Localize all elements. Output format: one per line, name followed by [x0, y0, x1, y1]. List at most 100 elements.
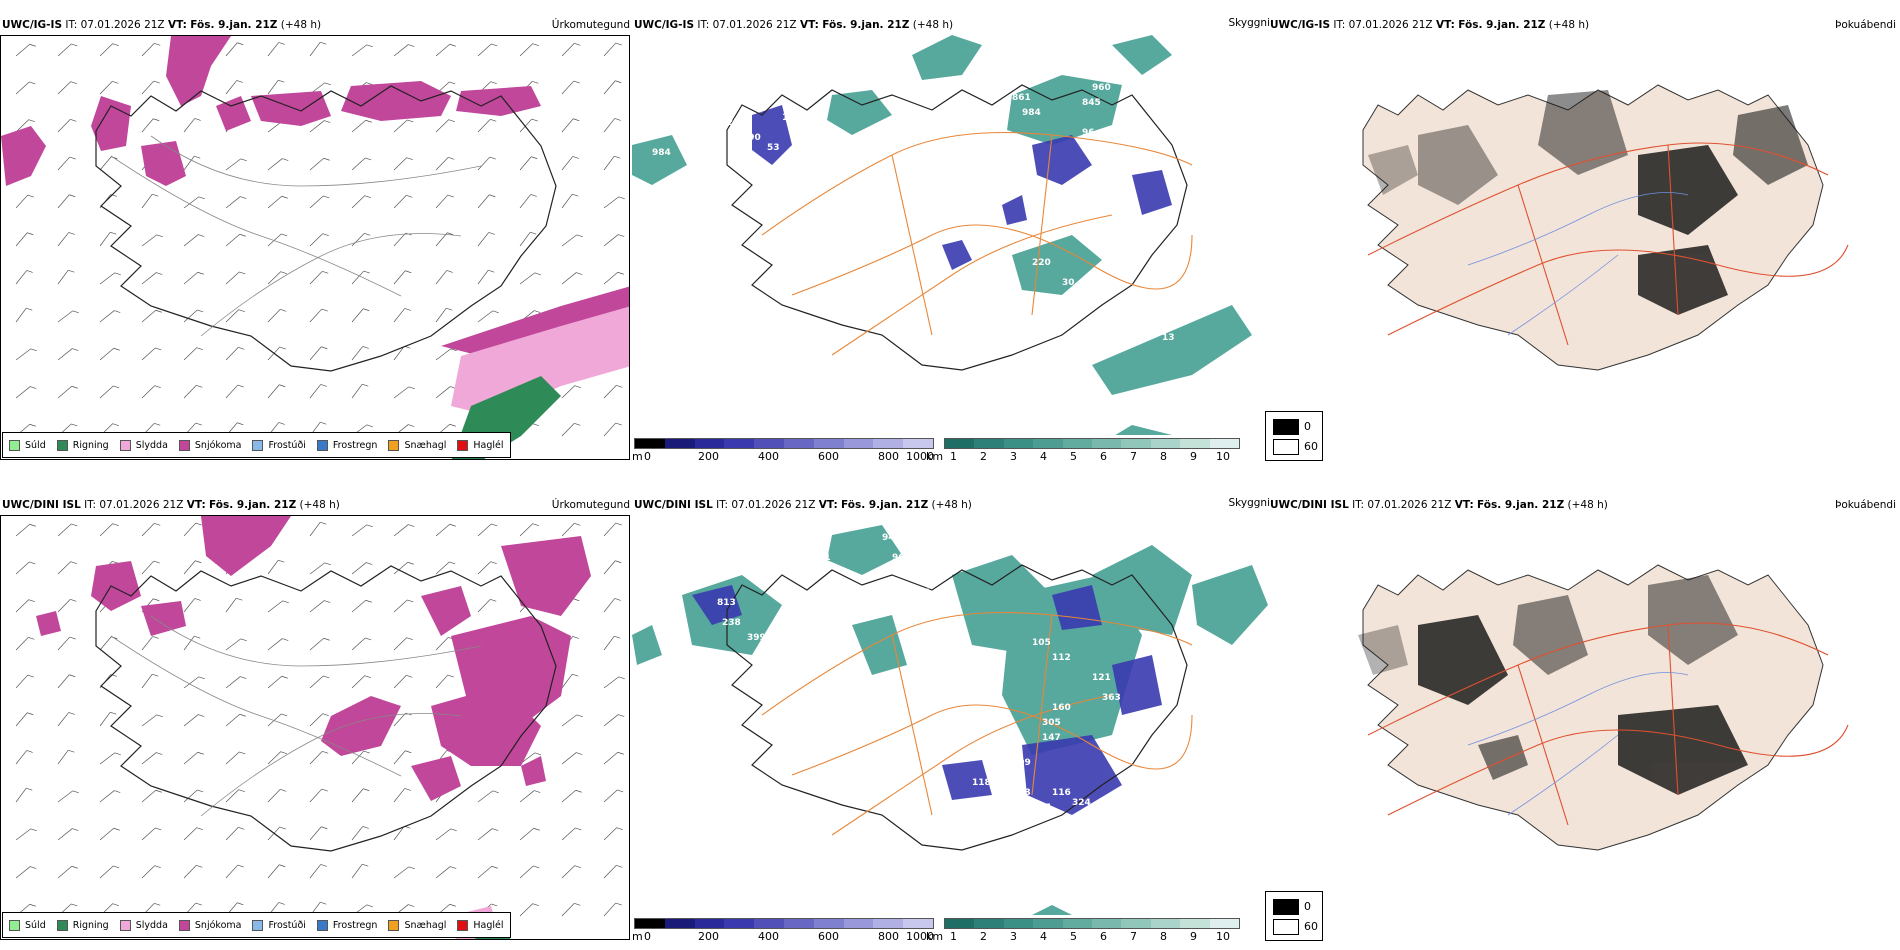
model-name: UWC/DINI ISL [634, 499, 713, 511]
wind-barb [435, 43, 456, 57]
wind-barb [15, 307, 33, 323]
wind-barb [477, 194, 496, 209]
rivers [1467, 192, 1689, 336]
wind-barb [561, 903, 581, 917]
wind-barb [57, 865, 78, 879]
wind-barb [393, 524, 415, 537]
wind-barb [183, 309, 204, 323]
lead-time: (+48 h) [299, 499, 340, 511]
wind-barb [57, 712, 75, 727]
panel-header: UWC/IG-IS IT: 07.01.2026 21Z VT: Fös. 9.… [2, 19, 321, 31]
panel-header: UWC/IG-IS IT: 07.01.2026 21Z VT: Fös. 9.… [1270, 19, 1589, 31]
precip-map: Súld Rigning Slydda Snjókoma Frostúði Fr… [0, 35, 630, 460]
tick: 6 [1100, 930, 1107, 943]
legend-label: Frostúði [268, 919, 306, 931]
wind-barb [603, 118, 621, 133]
roads [110, 615, 482, 817]
fog-map-svg [1362, 84, 1849, 371]
map-value-label: 96 [1082, 128, 1095, 138]
it-value: 07.01.2026 21Z [1348, 19, 1433, 31]
tick: 3 [1010, 450, 1017, 463]
wind-barb [57, 232, 75, 247]
legend-swatch [56, 919, 68, 931]
wind-barb [603, 385, 623, 399]
wind-barb [477, 561, 497, 575]
panel-title: Skyggni [1228, 17, 1271, 29]
legend-item-hail: Haglél [457, 439, 504, 451]
map-value-label: 105 [1032, 638, 1051, 648]
it-label: IT: [1352, 499, 1365, 511]
map-value-label: 223 [757, 93, 776, 103]
iceland-coastline [95, 565, 557, 852]
wind-barb [15, 43, 36, 57]
legend-swatch [252, 919, 264, 931]
wind-barb [519, 523, 539, 537]
precip-map: Súld Rigning Slydda Snjókoma Frostúði Fr… [0, 515, 630, 940]
legend-label: Slydda [135, 439, 168, 451]
wind-barb [603, 865, 623, 879]
wind-barb [267, 826, 286, 841]
wind-barb [561, 193, 579, 209]
wind-barb [603, 522, 622, 537]
wind-barb [15, 81, 36, 95]
roads [761, 611, 1193, 836]
map-value-label: 861 [1012, 93, 1031, 103]
wind-barb [183, 522, 202, 537]
wind-barb [393, 157, 413, 171]
model-name: UWC/IG-IS [1270, 19, 1331, 31]
wind-barb [393, 866, 415, 879]
wind-barb [309, 271, 329, 285]
it-value: 07.01.2026 21Z [731, 499, 816, 511]
wind-barb [15, 599, 35, 613]
wind-barb [435, 119, 455, 133]
low-vis-areas [632, 35, 1252, 435]
map-value-label: 53 [767, 143, 780, 153]
wind-barb [561, 43, 581, 57]
wind-barb [309, 713, 329, 727]
wind-barb [267, 79, 285, 95]
wind-barb [309, 562, 331, 575]
wind-barb [561, 865, 581, 879]
wind-barb [141, 560, 160, 575]
wind-barb [15, 637, 35, 651]
wind-barb [267, 384, 286, 399]
wind-barb [561, 156, 579, 171]
model-name: UWC/IG-IS [634, 19, 695, 31]
wind-barb [603, 676, 625, 689]
tick: 800 [878, 450, 899, 463]
vt-value: Fös. 9.jan. 21Z [1458, 19, 1546, 31]
wind-barb [435, 194, 454, 209]
tick: 10 [1216, 930, 1230, 943]
roads [1367, 142, 1849, 346]
map-value-label: 118 [972, 778, 991, 788]
map-value-label: 305 [1042, 718, 1061, 728]
map-value-label: 116 [1052, 788, 1071, 798]
legend-label: Snæhagl [404, 919, 447, 931]
fog-areas [1368, 90, 1808, 315]
wind-barb [519, 231, 537, 247]
visibility-unit: km [926, 450, 944, 463]
wind-barb [477, 232, 495, 247]
vt-value: Fös. 9.jan. 21Z [822, 19, 910, 31]
wind-barb [267, 195, 288, 209]
wind-barb [393, 195, 413, 209]
wind-barb [519, 865, 540, 879]
wind-barb [57, 523, 78, 537]
wind-barb [435, 348, 457, 361]
tick: 800 [878, 930, 899, 943]
wind-barb [225, 347, 245, 361]
wind-barb [309, 521, 327, 537]
tick: 400 [758, 930, 779, 943]
fog-colorbar-row2: 0 60 [1265, 891, 1323, 941]
wind-barb [141, 673, 159, 689]
map-value-label: 30 [1062, 278, 1075, 288]
legend-swatch [119, 919, 131, 931]
cloud-vis-panel-row2: UWC/DINI ISL IT: 07.01.2026 21Z VT: Fös.… [632, 480, 1270, 943]
map-value-label: 23 [757, 573, 770, 583]
map-value-label: 390 [742, 133, 761, 143]
wind-barb [99, 790, 121, 803]
wind-barb [393, 386, 415, 399]
legend-swatch [178, 919, 190, 931]
iceland-coastline [95, 85, 557, 372]
wind-barb [351, 599, 372, 613]
